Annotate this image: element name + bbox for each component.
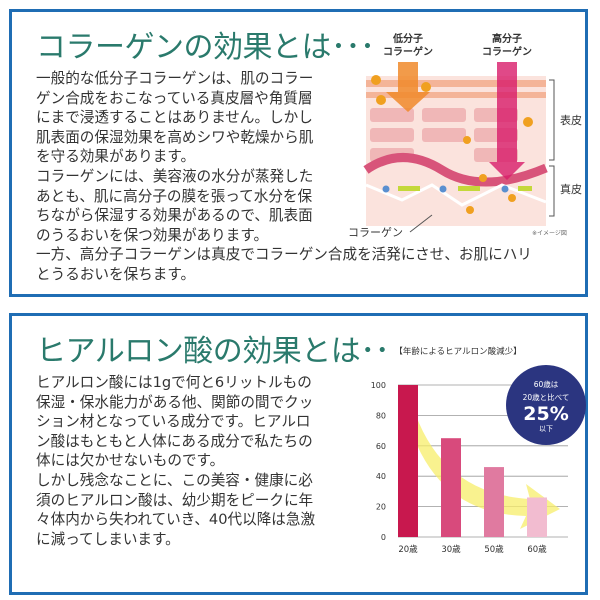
y-tick-label: 60 [376,442,386,451]
dermis-label: 真皮 [560,182,582,196]
body-line: ヒアルロン酸には1gで何と6リットルもの [36,374,312,391]
bar [527,497,547,537]
body-line: 肌表面の保湿効果を高めシワや乾燥から肌 [36,128,314,146]
y-tick-label: 80 [376,411,386,420]
body-line: を守る効果があります。 [36,148,196,166]
y-tick-label: 40 [376,472,386,481]
hyaluronic-body: ヒアルロン酸には1gで何と6リットルもの 保湿・保水能力がある他、関節の間でクッシ… [36,373,315,549]
body-line: とうるおいを保ちます。 [36,265,196,283]
body-line: あとも、肌に高分子の膜を張って水分を保 [36,187,313,205]
y-tick-label: 0 [381,533,386,542]
y-tick-label: 100 [371,381,386,390]
body-line: 々体内から失われていき、40代以降は急激 [36,511,316,529]
body-line: 一方、高分子コラーゲンは真皮でコラーゲン合成を活発にさせ、お肌にハリ [36,246,532,264]
chart-title: 【年齢によるヒアルロン酸減少】 [394,346,521,357]
body-line: のうるおいを保つ効果があります。 [36,226,269,244]
body-line: 保湿・保水能力がある他、関節の間でクッ [36,393,314,411]
collagen-pointer-label: コラーゲン [348,226,403,239]
epidermis-label: 表皮 [560,113,582,127]
bar [484,467,504,537]
callout-line2: 20歳と比べて [523,392,570,402]
low-label-2: コラーゲン [383,45,433,58]
body-line: しかし残念なことに、この美容・健康に必 [36,471,313,489]
x-tick-label: 60歳 [527,544,547,555]
x-tick-label: 30歳 [441,544,461,555]
callout-line1: 60歳は [534,379,559,389]
body-line: ション材となっている成分です。ヒアルロ [36,413,311,431]
body-line: ゲン合成をおこなっている真皮層や角質層 [36,89,313,107]
hyaluronic-panel: ヒアルロン酸の効果とは･･ ヒアルロン酸には1gで何と6リットルもの 保湿・保水能… [9,313,588,595]
body-line: に減ってしまいます。 [36,530,180,548]
skin-diagram: 低分子 コラーゲン 高分子 コラーゲン 表皮 真皮 コラーゲン ※イメージ図 [348,32,582,239]
bar [441,438,461,537]
x-tick-label: 20歳 [398,544,418,555]
image-note: ※イメージ図 [532,230,567,237]
collagen-panel: コラーゲンの効果とは･･･ 一般的な低分子コラーゲンは、肌のコラー ゲン合成をおこ… [9,9,588,297]
x-tick-label: 50歳 [484,544,504,555]
high-label-1: 高分子 [492,32,522,45]
collagen-body: 一般的な低分子コラーゲンは、肌のコラー ゲン合成をおこなっている真皮層や角質層 にま… [36,69,532,285]
body-line: にまで浸透することはありません。しかし [36,109,313,127]
callout-circle [506,365,586,445]
hyaluronic-chart: 【年齢によるヒアルロン酸減少】 0 20 40 60 80 100 20歳 30歳 50歳 60歳 6… [371,346,586,555]
low-molecule-arrow [386,62,430,112]
body-line: ン酸はもともと人体にある成分で私たちの [36,432,313,450]
high-molecule-arrow [489,62,525,180]
bar [398,385,418,537]
y-tick-label: 20 [376,503,386,512]
body-line: コラーゲンには、美容液の水分が蒸発した [36,167,314,185]
callout-line3: 以下 [539,425,553,433]
body-line: 一般的な低分子コラーゲンは、肌のコラー [36,70,314,87]
collagen-title: コラーゲンの効果とは･･･ [36,30,375,65]
low-label-1: 低分子 [392,32,423,45]
high-label-2: コラーゲン [482,45,532,58]
body-line: ちながら保湿する効果があるので、肌表面 [36,207,313,225]
callout-big: 25% [523,403,568,425]
body-line: 須のヒアルロン酸は、幼少期をピークに年 [36,491,314,509]
hyaluronic-title: ヒアルロン酸の効果とは･･ [36,334,390,369]
body-line: 体には欠かせないものです。 [36,452,225,470]
